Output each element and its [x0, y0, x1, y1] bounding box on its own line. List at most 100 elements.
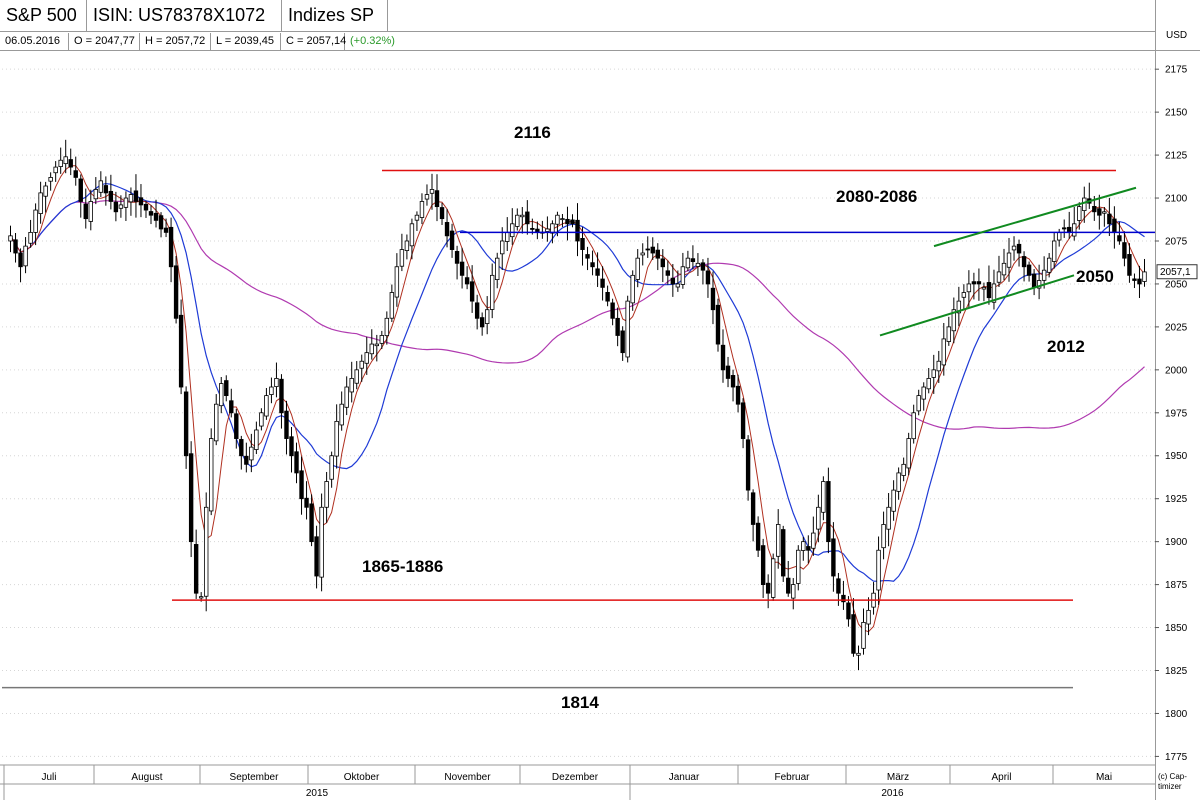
- candle-body: [113, 201, 119, 213]
- candle: [750, 489, 756, 542]
- candle: [1041, 256, 1047, 289]
- currency-label: USD: [1166, 30, 1188, 41]
- candle-body: [1122, 242, 1127, 259]
- candle-body: [505, 231, 510, 242]
- candle-body: [284, 410, 289, 439]
- candle-body: [198, 596, 204, 599]
- candle: [811, 516, 816, 556]
- candle-body: [1021, 256, 1027, 268]
- candle-body: [911, 412, 916, 440]
- candle: [740, 398, 746, 449]
- candle: [469, 265, 475, 313]
- candle: [339, 391, 344, 431]
- candle-body: [259, 412, 264, 427]
- candle-body: [188, 453, 194, 543]
- candle: [796, 545, 801, 591]
- candle-body: [620, 330, 625, 354]
- candle: [63, 139, 68, 174]
- y-tick-label: 1825: [1165, 666, 1188, 677]
- candle-body: [916, 395, 921, 412]
- candle-body: [123, 197, 129, 208]
- candle-body: [625, 300, 630, 358]
- index-name: S&P 500: [0, 0, 87, 31]
- candle: [123, 191, 129, 221]
- candle: [88, 189, 93, 231]
- candle: [108, 174, 114, 210]
- candle-body: [725, 365, 731, 379]
- candle-body: [986, 282, 992, 299]
- candle-body: [254, 429, 259, 450]
- candle: [474, 294, 480, 330]
- level-label-2050: 2050: [1076, 267, 1114, 286]
- candle: [1112, 206, 1117, 249]
- candle-body: [399, 249, 405, 267]
- candle: [720, 329, 726, 383]
- candle-body: [439, 207, 445, 220]
- channel-upper-line: [933, 186, 1137, 248]
- candle-body: [249, 446, 254, 461]
- candle: [675, 270, 681, 292]
- candle-body: [1036, 280, 1042, 289]
- candle: [118, 195, 124, 218]
- y-tick-label: 2000: [1165, 365, 1188, 376]
- y-tick-label: 1875: [1165, 580, 1188, 591]
- candle: [500, 227, 505, 270]
- candle-body: [565, 218, 570, 225]
- candle: [434, 174, 440, 222]
- candle-body: [158, 215, 164, 230]
- quote-close: C = 2057,14: [281, 33, 346, 50]
- candle: [479, 312, 485, 336]
- candle: [389, 284, 395, 323]
- candle-body: [409, 223, 415, 247]
- candle: [113, 191, 119, 222]
- candle-body: [856, 652, 861, 656]
- candle-body: [103, 185, 109, 194]
- candle-body: [550, 223, 555, 234]
- candle-body: [224, 380, 229, 397]
- quote-date: 06.05.2016: [0, 33, 69, 50]
- candle-body: [359, 360, 364, 369]
- candle: [53, 161, 58, 182]
- month-label: April: [991, 772, 1011, 783]
- candle-body: [13, 239, 18, 254]
- month-label: März: [887, 772, 909, 783]
- candle: [43, 181, 48, 213]
- candle: [344, 376, 349, 416]
- candle-body: [715, 304, 721, 345]
- candle-body: [1041, 269, 1047, 281]
- candle-body: [219, 383, 224, 407]
- candle-body: [414, 214, 420, 221]
- candle: [33, 203, 38, 246]
- candle-body: [434, 190, 440, 208]
- candle: [680, 252, 686, 289]
- candle-body: [650, 246, 655, 254]
- candle: [319, 493, 324, 592]
- candle-body: [745, 439, 751, 491]
- candle: [409, 218, 415, 260]
- candle: [921, 382, 926, 411]
- candle: [23, 237, 28, 274]
- candle: [670, 264, 676, 297]
- y-tick-label: 2175: [1165, 65, 1188, 76]
- candle: [580, 227, 585, 266]
- candle: [906, 432, 911, 476]
- category-label: Indizes SP: [282, 0, 388, 31]
- candle: [284, 400, 289, 455]
- candle: [153, 199, 159, 228]
- candle: [304, 481, 309, 520]
- candle-body: [83, 203, 88, 220]
- candle-body: [209, 438, 214, 512]
- y-tick-label: 1950: [1165, 451, 1188, 462]
- candle: [520, 207, 525, 234]
- candle: [801, 536, 806, 561]
- month-label: Oktober: [344, 772, 380, 783]
- current-price-label: 2057,1: [1160, 267, 1191, 278]
- candle: [1021, 251, 1027, 282]
- candle-body: [510, 223, 515, 238]
- quote-open: O = 2047,77: [69, 33, 140, 50]
- candle-body: [946, 326, 952, 342]
- month-label: August: [131, 772, 162, 783]
- candle: [18, 248, 23, 283]
- candle: [1072, 207, 1077, 241]
- candle: [926, 367, 931, 394]
